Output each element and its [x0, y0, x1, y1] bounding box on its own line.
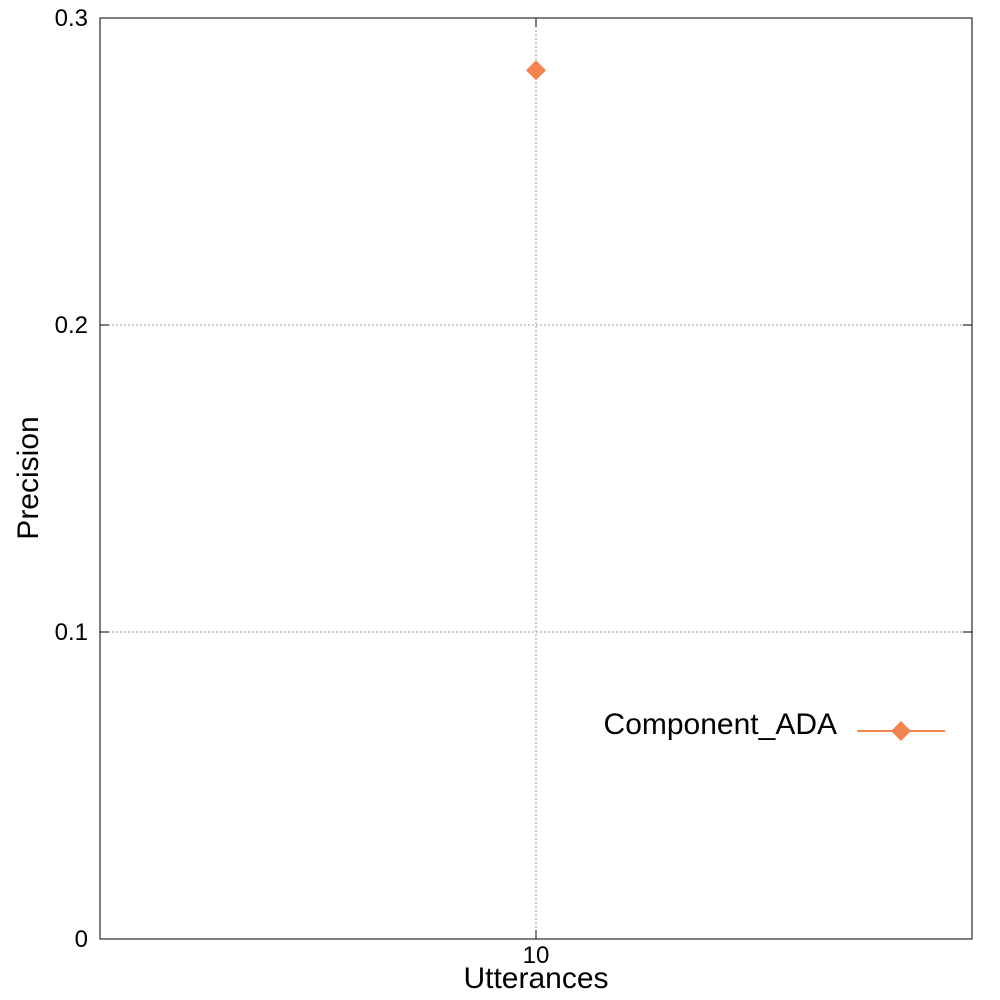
legend: Component_ADA [604, 708, 945, 741]
tick-layer: 0 0.1 0.2 0.3 10 [55, 5, 972, 969]
legend-marker [891, 721, 911, 741]
y-tick-label: 0.1 [55, 619, 88, 646]
data-point [526, 60, 546, 81]
y-tick-label: 0.2 [55, 312, 88, 339]
y-axis-title: Precision [12, 416, 45, 539]
legend-label: Component_ADA [604, 708, 837, 741]
y-tick-label: 0.3 [55, 5, 88, 32]
x-axis-title: Utterances [463, 962, 608, 995]
data-layer [526, 60, 546, 81]
grid-layer [100, 18, 972, 939]
x-tick-label: 10 [523, 942, 550, 969]
y-tick-label: 0 [75, 926, 88, 953]
